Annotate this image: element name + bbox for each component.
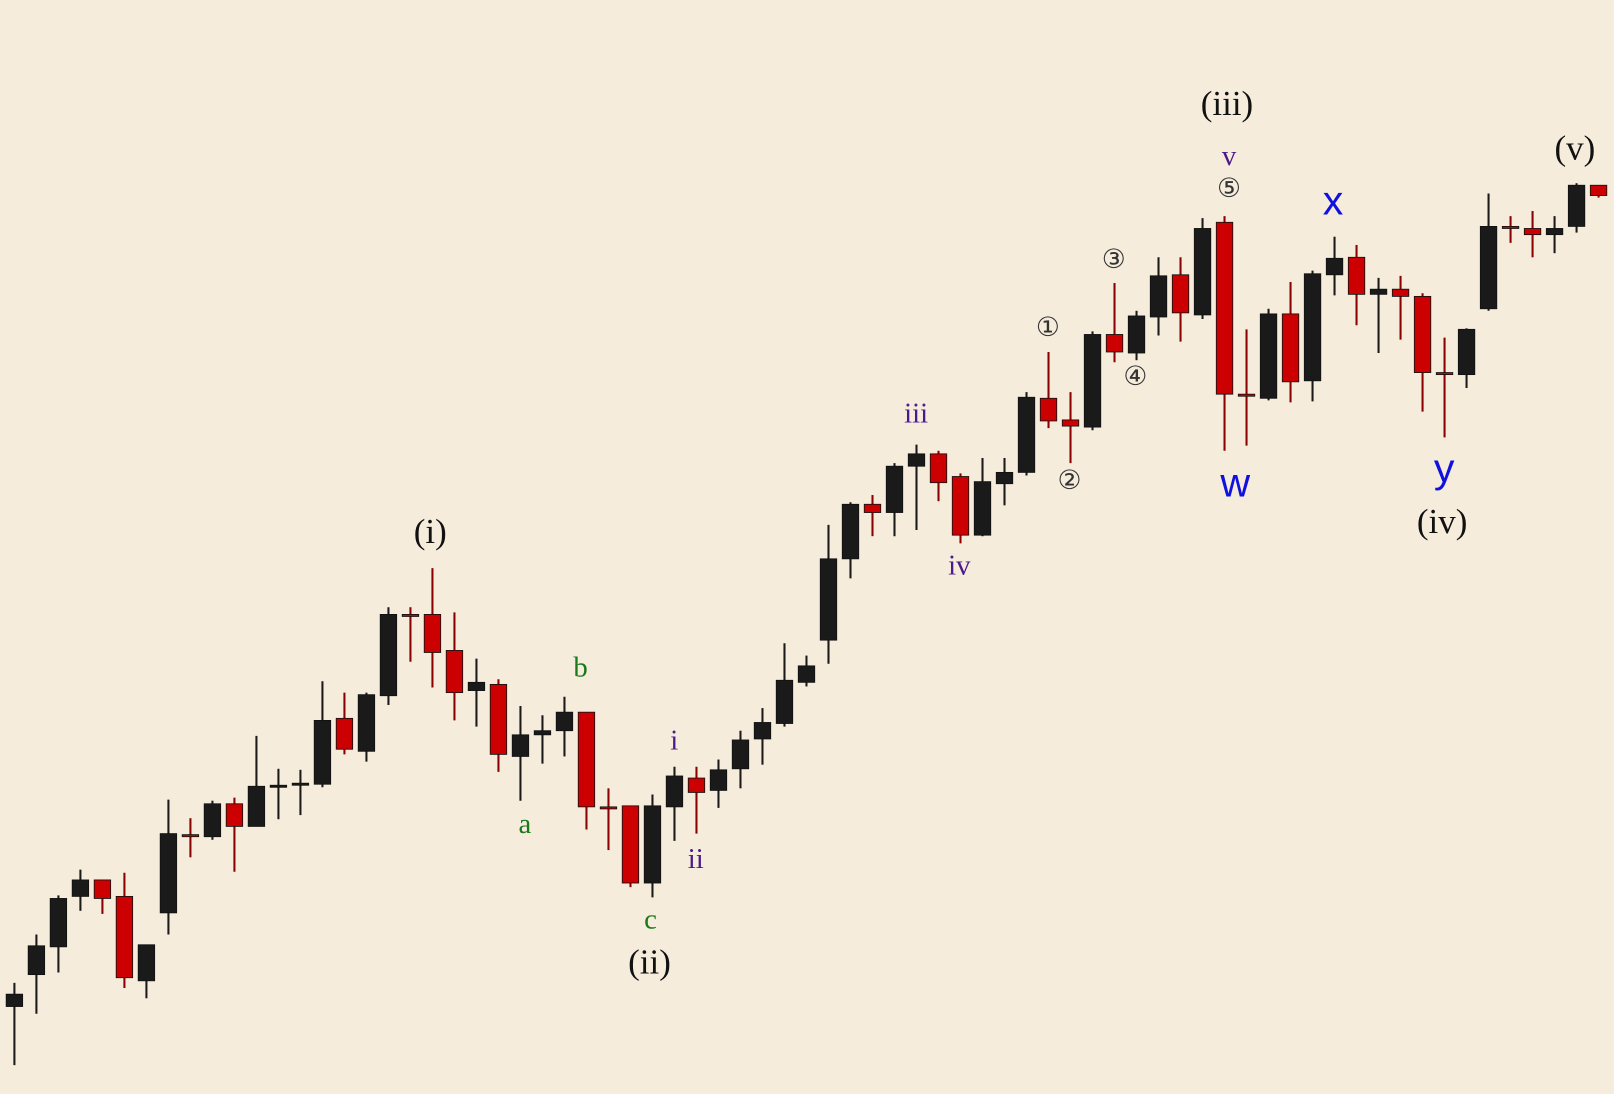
candle-body [885, 465, 904, 513]
candle-body [1237, 393, 1256, 397]
wave-label: ② [1057, 465, 1081, 496]
candle-body [1391, 288, 1410, 297]
candle-body [115, 895, 134, 979]
candle-body [1589, 184, 1608, 196]
wave-label: iv [948, 550, 971, 582]
candle-body [1061, 419, 1080, 427]
wave-label: (iii) [1201, 84, 1253, 123]
candle-body [1017, 396, 1036, 473]
candle-body [1039, 397, 1058, 422]
candle-body [665, 775, 684, 808]
candle-body [1457, 328, 1476, 376]
wave-label: ① [1036, 312, 1060, 343]
candle-body [1413, 295, 1432, 373]
candle-body [621, 805, 640, 884]
candle-body [1545, 228, 1564, 236]
candle-body [819, 558, 838, 641]
candle-body [203, 803, 222, 838]
candle-body [1325, 257, 1344, 276]
candle-body [511, 734, 530, 757]
candle-body [1215, 221, 1234, 395]
candle-body [1127, 315, 1146, 354]
candle-body [577, 711, 596, 808]
candle-body [863, 503, 882, 513]
candle-body [467, 681, 486, 691]
wave-label: v [1222, 140, 1237, 172]
wave-label: (ii) [628, 942, 671, 981]
candle-body [533, 730, 552, 736]
candle-body [929, 453, 948, 484]
candle-body [951, 476, 970, 536]
candle-body [841, 503, 860, 560]
wave-label: b [573, 652, 587, 684]
candle-body [1523, 228, 1542, 236]
candle-body [907, 453, 926, 467]
candle-body [71, 879, 90, 897]
candle-body [753, 722, 772, 740]
candle-body [687, 777, 706, 793]
candle-body [1479, 226, 1498, 310]
candle-body [1501, 226, 1520, 229]
candle-body [1281, 313, 1300, 383]
candle-body [1083, 334, 1102, 428]
candle-body [159, 833, 178, 914]
candle-body [1567, 184, 1586, 227]
candle-body [1171, 274, 1190, 314]
wave-label: ii [688, 843, 704, 875]
wave-label: (iv) [1417, 502, 1468, 541]
candle-body [797, 665, 816, 683]
candle-body [1369, 288, 1388, 295]
candle-body [225, 803, 244, 827]
candle-body [49, 898, 68, 948]
candle-body [291, 782, 310, 786]
candle-body [1435, 372, 1454, 376]
wave-label: (v) [1554, 128, 1595, 167]
candle-body [599, 806, 618, 810]
candle-body [643, 805, 662, 884]
candle-body [1149, 275, 1168, 318]
wave-label: ⑤ [1217, 173, 1241, 204]
candle-body [357, 694, 376, 752]
candle-body [445, 650, 464, 694]
candle-body [247, 785, 266, 827]
candle-body [335, 717, 354, 750]
wave-label: ④ [1123, 361, 1147, 392]
wave-label: (i) [414, 512, 447, 551]
candle-body [1105, 334, 1124, 353]
candle-body [775, 679, 794, 724]
wave-label: x [1323, 178, 1344, 224]
candle-body [731, 739, 750, 770]
candle-body [27, 945, 46, 976]
candle-body [995, 471, 1014, 485]
candle-body [1347, 256, 1366, 295]
candle-body [379, 613, 398, 697]
candle-body [973, 481, 992, 536]
candle-body [181, 834, 200, 838]
candle-body [93, 879, 112, 899]
candle-body [1303, 273, 1322, 382]
candle-body [137, 944, 156, 982]
candle-body [5, 993, 24, 1007]
candle-body [401, 613, 420, 617]
wave-label: i [670, 725, 678, 757]
candle-body [555, 711, 574, 732]
wave-label: iii [904, 397, 928, 429]
wave-label: ③ [1102, 244, 1126, 275]
wave-label: c [644, 904, 657, 936]
candle-body [1193, 228, 1212, 316]
candle-body [423, 613, 442, 653]
wave-label: a [519, 808, 532, 840]
wave-label: w [1219, 460, 1250, 506]
candle-body [1259, 313, 1278, 399]
candle-body [489, 683, 508, 755]
wave-label: y [1434, 445, 1455, 491]
candle-body [313, 720, 332, 785]
candle-body [709, 769, 728, 791]
candle-body [269, 784, 288, 788]
